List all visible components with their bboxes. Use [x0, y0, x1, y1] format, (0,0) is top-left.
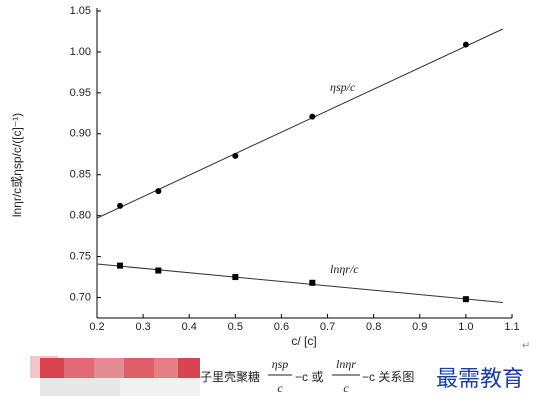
point	[462, 296, 469, 303]
point	[462, 41, 469, 48]
fit-line	[96, 28, 503, 219]
point	[117, 262, 124, 269]
x-tick-label: 0.6	[274, 321, 289, 333]
point	[155, 188, 162, 195]
blurred-text	[30, 356, 200, 396]
series-label: lnηr/c	[330, 262, 359, 276]
y-tick-label: 0.75	[70, 251, 91, 263]
y-tick-label: 0.85	[70, 169, 91, 181]
x-tick-label: 0.7	[320, 321, 335, 333]
y-tick-label: 1.00	[70, 46, 91, 58]
return-mark: ↵	[522, 341, 530, 352]
caption-prefix: 子里壳聚糖	[200, 369, 260, 384]
point	[232, 152, 239, 159]
x-tick-label: 0.8	[366, 321, 381, 333]
x-tick-label: 0.2	[89, 321, 104, 333]
point	[309, 113, 316, 120]
x-tick-label: 1.0	[458, 321, 473, 333]
point	[155, 267, 162, 274]
y-tick-label: 0.95	[70, 87, 91, 99]
watermark: 最需教育	[436, 367, 524, 392]
point	[309, 279, 316, 286]
y-tick-label: 0.80	[70, 210, 91, 222]
x-tick-label: 0.5	[228, 321, 243, 333]
fit-line	[96, 263, 503, 303]
x-tick-label: 1.1	[504, 321, 519, 333]
x-tick-label: 0.9	[412, 321, 427, 333]
series-label: ηsp/c	[330, 80, 356, 94]
point	[232, 274, 239, 281]
y-tick-label: 0.70	[70, 291, 91, 303]
caption-numerator: lnηr	[336, 357, 356, 371]
caption-mid: −c 或	[295, 370, 323, 384]
caption-denominator: c	[343, 381, 349, 395]
x-tick-label: 0.3	[135, 321, 150, 333]
y-axis-label: lnηr/c或ηsp/c/([c]⁻¹)	[10, 113, 24, 217]
caption-denominator: c	[277, 381, 283, 395]
y-tick-label: 0.90	[70, 128, 91, 140]
caption-numerator: ηsp	[272, 357, 289, 371]
y-tick-label: 1.05	[70, 5, 91, 17]
point	[117, 202, 124, 209]
x-axis-label: c/ [c]	[291, 334, 316, 348]
x-tick-label: 0.4	[182, 321, 197, 333]
caption-suffix: −c 关系图	[362, 370, 414, 384]
